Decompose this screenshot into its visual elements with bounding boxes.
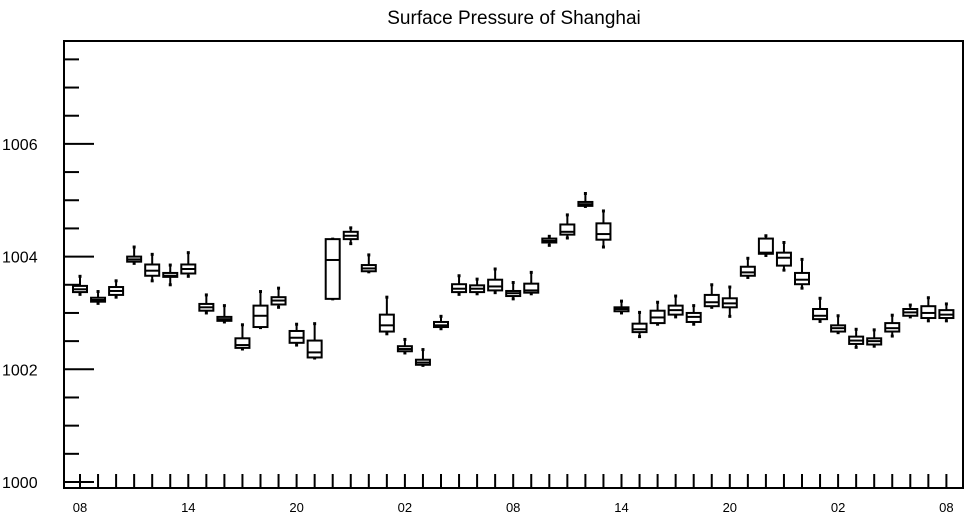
- box-38: [757, 234, 774, 257]
- box-1: [90, 290, 107, 305]
- plot-frame: [63, 40, 964, 489]
- box-5: [162, 263, 179, 287]
- box-iqr: [812, 308, 829, 321]
- y-tick-label: 1004: [2, 250, 38, 267]
- box-iqr: [703, 293, 720, 308]
- box-19: [414, 348, 431, 367]
- box-11: [270, 286, 287, 309]
- box-iqr: [794, 271, 810, 286]
- box-22: [469, 277, 486, 296]
- chart-title: Surface Pressure of Shanghai: [387, 8, 641, 29]
- box-17: [378, 295, 395, 336]
- box-12: [288, 322, 305, 347]
- box-28: [577, 191, 594, 208]
- box-4: [144, 252, 161, 283]
- box-27: [559, 213, 576, 240]
- x-tick-label: 08: [506, 500, 520, 515]
- box-41: [812, 296, 829, 323]
- box-iqr: [739, 265, 756, 277]
- box-iqr: [487, 278, 504, 292]
- box-39: [775, 241, 792, 272]
- box-23: [487, 267, 504, 295]
- box-18: [396, 337, 413, 355]
- box-24: [505, 281, 522, 301]
- box-iqr: [306, 339, 323, 359]
- box-45: [884, 313, 901, 338]
- x-tick-label: 08: [939, 500, 953, 515]
- x-tick-label: 08: [73, 500, 87, 515]
- box-30: [613, 299, 630, 315]
- box-36: [721, 285, 738, 318]
- box-20: [433, 314, 449, 331]
- box-8: [216, 304, 233, 324]
- box-48: [938, 302, 955, 323]
- box-37: [739, 256, 756, 279]
- box-42: [830, 314, 847, 335]
- box-3: [126, 245, 143, 265]
- box-15: [342, 226, 359, 246]
- box-2: [108, 279, 125, 299]
- box-10: [252, 290, 269, 330]
- box-series: [72, 191, 955, 367]
- box-29: [595, 209, 612, 249]
- box-13: [306, 322, 323, 360]
- x-tick-label: 02: [398, 500, 412, 515]
- x-tick-label: 20: [723, 500, 737, 515]
- box-iqr: [234, 337, 251, 349]
- box-47: [920, 296, 937, 323]
- box-iqr: [775, 251, 792, 267]
- box-iqr: [757, 237, 774, 255]
- box-40: [794, 257, 810, 290]
- box-34: [685, 304, 702, 326]
- box-46: [902, 303, 919, 319]
- y-tick-label: 1000: [2, 475, 38, 492]
- box-iqr: [595, 222, 612, 241]
- y-tick-label: 1002: [2, 362, 38, 379]
- box-6: [180, 251, 197, 278]
- box-iqr: [523, 282, 540, 294]
- box-iqr: [378, 313, 395, 333]
- box-0: [72, 274, 88, 296]
- box-21: [451, 274, 468, 296]
- box-14: [324, 237, 341, 301]
- box-iqr: [559, 223, 576, 236]
- box-25: [523, 270, 540, 296]
- box-31: [631, 310, 648, 339]
- y-axis: 1000 1002 1004 1006: [2, 58, 94, 492]
- box-iqr: [324, 238, 341, 300]
- x-tick-label: 14: [614, 500, 628, 515]
- box-iqr: [631, 322, 648, 334]
- box-9: [234, 323, 251, 351]
- box-32: [649, 300, 666, 326]
- box-16: [360, 253, 377, 274]
- box-44: [866, 328, 883, 348]
- box-43: [848, 327, 865, 349]
- y-tick-label: 1006: [2, 137, 38, 154]
- box-7: [198, 293, 215, 315]
- x-axis: 08 14 20 02 08 14 20 02 08: [73, 474, 954, 515]
- x-tick-label: 20: [289, 500, 303, 515]
- x-tick-label: 14: [181, 500, 195, 515]
- box-26: [541, 234, 558, 247]
- box-35: [703, 283, 720, 309]
- box-33: [667, 294, 684, 319]
- x-tick-label: 02: [831, 500, 845, 515]
